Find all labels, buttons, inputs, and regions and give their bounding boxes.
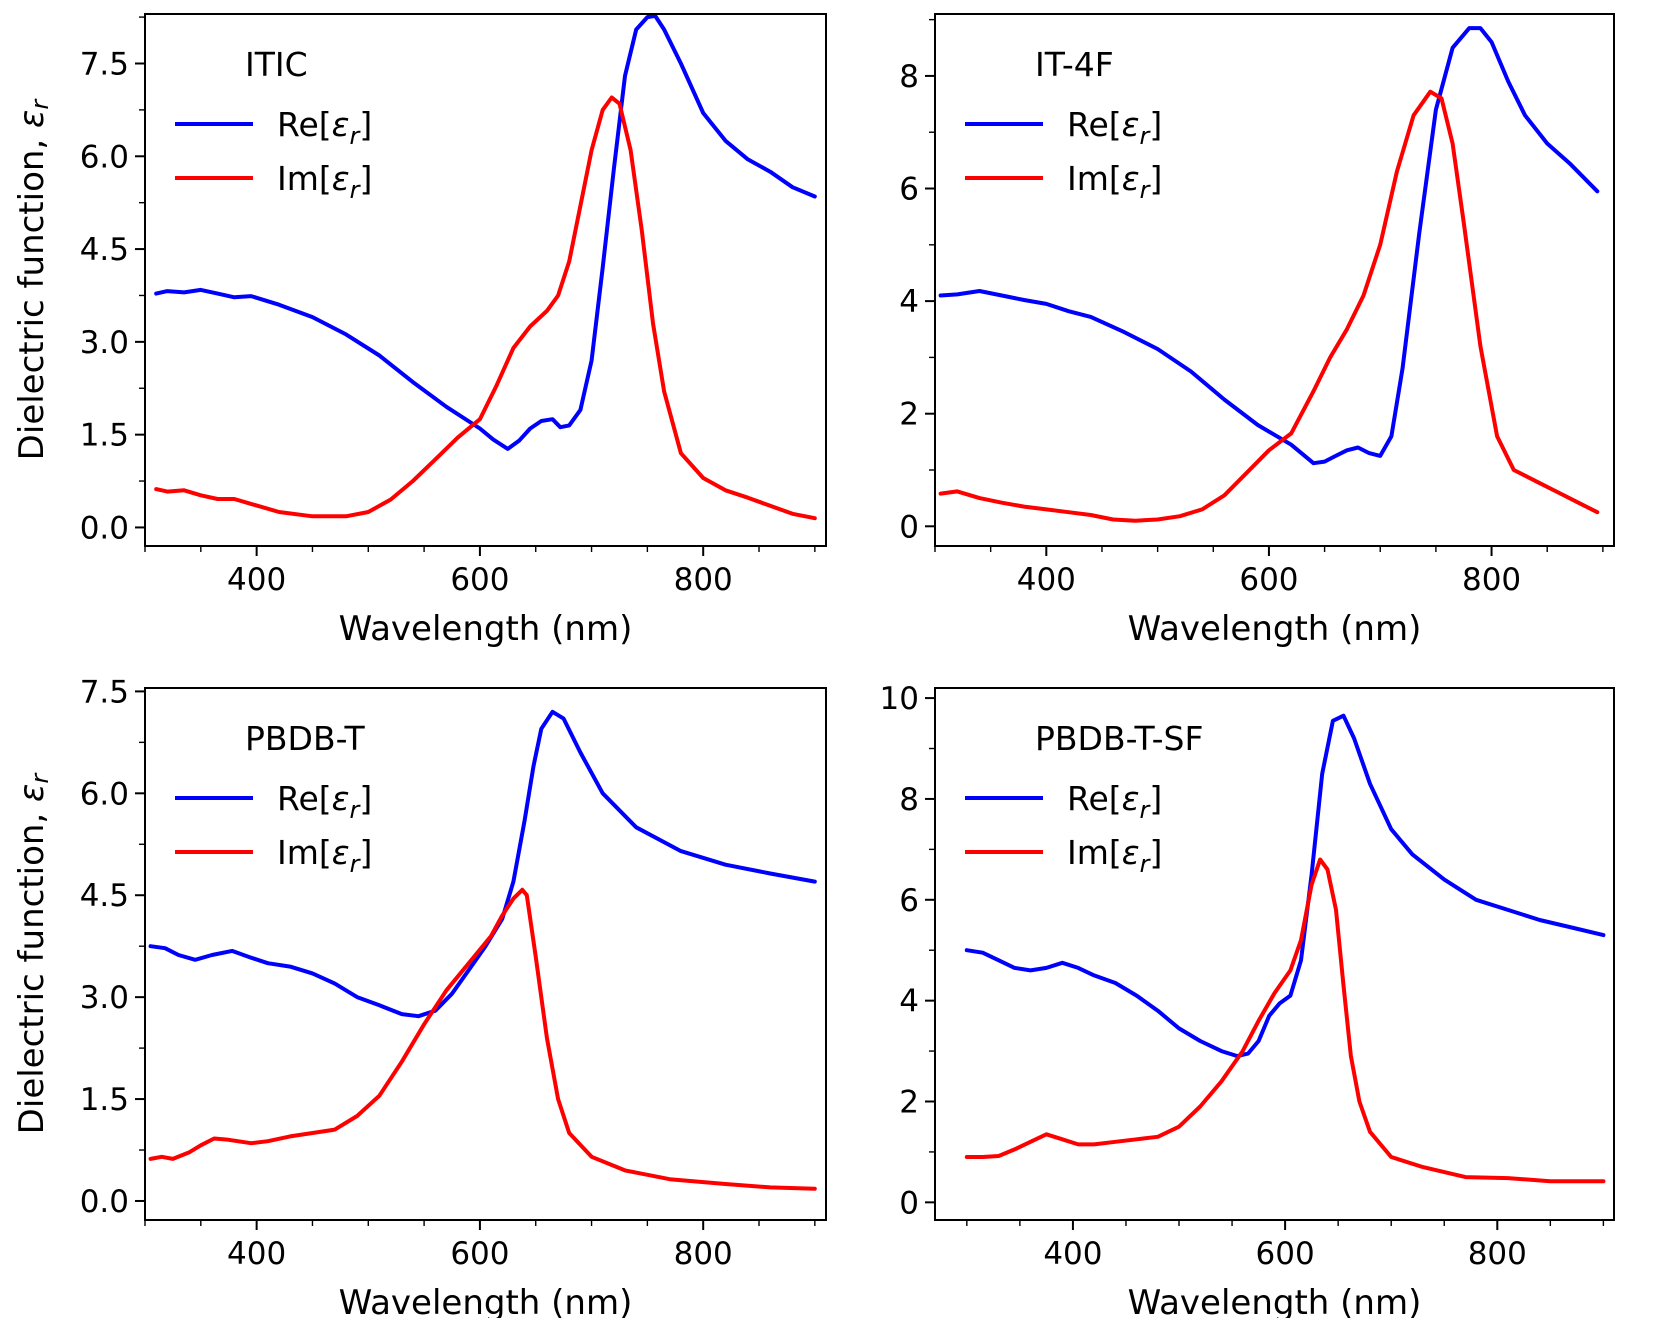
legend-label-real: Re[εr] bbox=[277, 779, 372, 824]
y-tick-label: 4 bbox=[899, 984, 919, 1020]
legend-label-imag: Im[εr] bbox=[1067, 159, 1162, 204]
x-tick-label: 600 bbox=[450, 1236, 509, 1272]
legend-label-imag: Im[εr] bbox=[1067, 833, 1162, 878]
panel-title: PBDB-T-SF bbox=[1035, 719, 1203, 758]
y-tick-label: 8 bbox=[899, 59, 919, 95]
y-tick-label: 7.5 bbox=[80, 46, 129, 82]
x-axis-label: Wavelength (nm) bbox=[1128, 609, 1422, 649]
x-tick-label: 400 bbox=[227, 1236, 286, 1272]
y-tick-label: 0 bbox=[899, 1185, 919, 1221]
y-axis-label: Dielectric function, εr bbox=[12, 772, 54, 1135]
panel-title: ITIC bbox=[245, 45, 308, 84]
y-tick-label: 3.0 bbox=[80, 980, 129, 1016]
y-tick-label: 0 bbox=[899, 509, 919, 545]
x-tick-label: 600 bbox=[450, 562, 509, 598]
y-axis-label: Dielectric function, εr bbox=[12, 98, 54, 461]
series-line-imag bbox=[938, 89, 1600, 523]
plot-frame bbox=[934, 13, 1615, 547]
x-tick-label: 400 bbox=[227, 562, 286, 598]
series-line-imag bbox=[964, 857, 1606, 1184]
x-axis-label: Wavelength (nm) bbox=[1128, 1283, 1422, 1318]
legend-label-imag: Im[εr] bbox=[277, 159, 372, 204]
y-tick-label: 4.5 bbox=[80, 232, 129, 268]
series-line-imag bbox=[154, 95, 817, 521]
chart-panel-3: 400 600 800 0.0 1.5 3.0 4.5 6.0 7.5 Wavelength (n… bbox=[12, 674, 827, 1318]
y-tick-label: 3.0 bbox=[80, 325, 129, 361]
y-tick-label: 0.0 bbox=[80, 1184, 129, 1220]
x-tick-label: 800 bbox=[1462, 562, 1521, 598]
y-tick-label: 4 bbox=[899, 284, 919, 320]
y-tick-label: 6.0 bbox=[80, 139, 129, 175]
legend-label-imag: Im[εr] bbox=[277, 833, 372, 878]
series-line-real bbox=[938, 26, 1600, 466]
panel-title: PBDB-T bbox=[245, 719, 365, 758]
chart-panel-4: 400 600 800 0 2 4 6 8 10 Wavelength (nm) PBDB-T-SF… bbox=[880, 681, 1615, 1318]
plot-frame bbox=[144, 687, 827, 1221]
plot-frame bbox=[934, 687, 1615, 1221]
y-tick-label: 6.0 bbox=[80, 776, 129, 812]
y-tick-label: 7.5 bbox=[80, 674, 129, 710]
y-tick-label: 1.5 bbox=[80, 1082, 129, 1118]
y-tick-label: 2 bbox=[899, 1084, 919, 1120]
y-tick-label: 10 bbox=[880, 681, 919, 717]
y-tick-label: 1.5 bbox=[80, 418, 129, 454]
series-line-imag bbox=[148, 887, 817, 1191]
plot-frame bbox=[144, 13, 827, 547]
y-tick-label: 2 bbox=[899, 397, 919, 433]
chart-panel-2: 400 600 800 0 2 4 6 8 Wavelength (nm) IT-4F Re[εr]… bbox=[899, 13, 1615, 649]
y-tick-label: 8 bbox=[899, 782, 919, 818]
series-line-real bbox=[148, 709, 817, 1019]
y-tick-label: 6 bbox=[899, 883, 919, 919]
panel-title: IT-4F bbox=[1035, 45, 1114, 84]
chart-panel-1: 400 600 800 0.0 1.5 3.0 4.5 6.0 7.5 Wavelength (n… bbox=[12, 13, 827, 649]
x-tick-label: 400 bbox=[1043, 1236, 1102, 1272]
y-tick-label: 4.5 bbox=[80, 878, 129, 914]
x-axis-label: Wavelength (nm) bbox=[339, 609, 633, 649]
legend-label-real: Re[εr] bbox=[1067, 105, 1162, 150]
y-tick-label: 6 bbox=[899, 172, 919, 208]
x-tick-label: 400 bbox=[1017, 562, 1076, 598]
y-tick-label: 0.0 bbox=[80, 510, 129, 546]
legend-label-real: Re[εr] bbox=[1067, 779, 1162, 824]
x-tick-label: 800 bbox=[674, 1236, 733, 1272]
legend-label-real: Re[εr] bbox=[277, 105, 372, 150]
x-tick-label: 600 bbox=[1256, 1236, 1315, 1272]
series-line-real bbox=[964, 713, 1606, 1059]
x-tick-label: 800 bbox=[1468, 1236, 1527, 1272]
x-axis-label: Wavelength (nm) bbox=[339, 1283, 633, 1318]
x-tick-label: 600 bbox=[1239, 562, 1298, 598]
x-tick-label: 800 bbox=[674, 562, 733, 598]
series-line-real bbox=[154, 13, 817, 451]
